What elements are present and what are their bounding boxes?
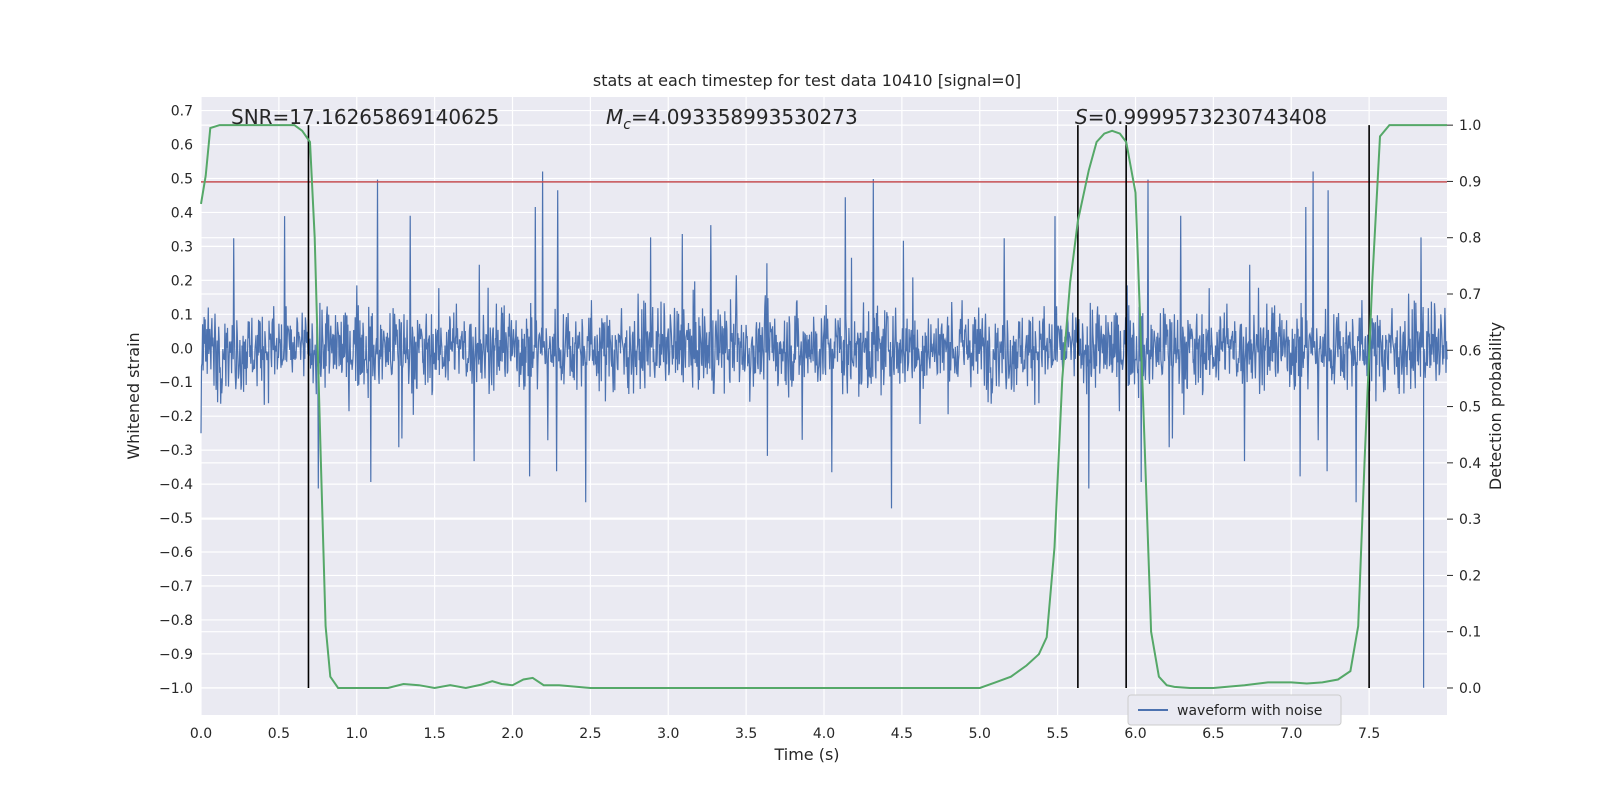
y-left-tick-label: −0.6 <box>159 545 193 561</box>
legend-box <box>1127 694 1342 726</box>
x-tick-label: 0.5 <box>268 726 290 742</box>
y-right-tick-label: 0.7 <box>1459 287 1481 303</box>
y-left-tick-label: 0.4 <box>171 205 193 221</box>
waveform-series <box>200 171 1448 688</box>
x-tick-label: 6.5 <box>1202 726 1224 742</box>
x-tick-label: 3.5 <box>735 726 757 742</box>
x-tick-label: 7.0 <box>1280 726 1302 742</box>
x-tick-label: 2.0 <box>501 726 523 742</box>
y-left-tick-label: 0.7 <box>171 104 193 120</box>
y-right-tick-label: 0.4 <box>1459 456 1481 472</box>
x-tick-label: 1.0 <box>346 726 368 742</box>
x-tick-label: 4.0 <box>813 726 835 742</box>
y-left-tick-label: 0.2 <box>171 273 193 289</box>
x-tick-label: 1.5 <box>423 726 445 742</box>
y-left-tick-label: −1.0 <box>159 681 193 697</box>
y-left-tick-label: 0.5 <box>171 171 193 187</box>
waveform-line <box>200 171 1448 688</box>
s-value: =0.9999573230743408 <box>1088 105 1327 129</box>
y-right-tick-label: 0.5 <box>1459 400 1481 416</box>
probability-series <box>200 124 1447 690</box>
x-tick-label: 0.0 <box>190 726 212 742</box>
y-left-tick-label: −0.9 <box>159 647 193 663</box>
x-tick-label: 3.0 <box>657 726 679 742</box>
y-right-tick-label: 0.2 <box>1459 568 1481 584</box>
y-right-ticks: 1.0 0.9 0.8 0.7 0.6 0.5 0.4 0.3 0.2 0.1 0.0 <box>1447 118 1481 697</box>
legend-label: waveform with noise <box>1177 703 1322 719</box>
s-annotation: S=0.9999573230743408 <box>1075 105 1327 129</box>
y-left-tick-label: −0.4 <box>159 477 193 493</box>
y-left-tick-label: −0.7 <box>159 579 193 595</box>
y-right-tick-label: 0.1 <box>1459 625 1481 641</box>
y-right-axis-label: Detection probability <box>1486 322 1505 490</box>
y-right-tick-label: 0.8 <box>1459 231 1481 247</box>
y-right-tick-label: 0.6 <box>1459 343 1481 359</box>
y-left-axis-label: Whitened strain <box>124 332 143 459</box>
chirp-mass-annotation: Mc=4.093358993530273 <box>606 105 858 133</box>
y-left-tick-label: 0.6 <box>171 138 193 154</box>
snr-annotation: SNR=17.16265869140625 <box>231 105 499 129</box>
mc-value: =4.093358993530273 <box>631 105 858 129</box>
y-right-tick-label: 0.0 <box>1459 681 1481 697</box>
y-left-tick-label: 0.1 <box>171 307 193 323</box>
x-tick-label: 7.5 <box>1358 726 1380 742</box>
x-axis-label: Time (s) <box>773 745 839 764</box>
y-left-tick-label: 0.0 <box>171 341 193 357</box>
mc-symbol: M <box>606 105 623 129</box>
y-left-tick-label: 0.3 <box>171 239 193 255</box>
y-right-tick-label: 0.9 <box>1459 174 1481 190</box>
y-right-tick-label: 1.0 <box>1459 118 1481 134</box>
y-left-tick-label: −0.5 <box>159 511 193 527</box>
x-tick-label: 5.5 <box>1046 726 1068 742</box>
x-tick-label: 5.0 <box>969 726 991 742</box>
chart-title: stats at each timestep for test data 104… <box>593 71 1021 90</box>
probability-line <box>200 124 1447 690</box>
legend: waveform with noise <box>1127 694 1342 726</box>
x-tick-label: 2.5 <box>579 726 601 742</box>
y-left-tick-label: −0.1 <box>159 375 193 391</box>
x-tick-label: 4.5 <box>891 726 913 742</box>
y-right-tick-label: 0.3 <box>1459 512 1481 528</box>
x-ticks: 0.0 0.5 1.0 1.5 2.0 2.5 3.0 3.5 4.0 4.5 5.0 5.5 6.0 6… <box>190 726 1380 742</box>
mc-subscript: c <box>623 117 631 133</box>
s-symbol: S <box>1075 105 1088 129</box>
y-left-ticks: 0.7 0.6 0.5 0.4 0.3 0.2 0.1 0.0 −0.1 −0.2 −0.3 −0.4… <box>159 104 193 697</box>
x-tick-label: 6.0 <box>1124 726 1146 742</box>
y-left-tick-label: −0.3 <box>159 443 193 459</box>
y-left-tick-label: −0.8 <box>159 613 193 629</box>
y-left-tick-label: −0.2 <box>159 409 193 425</box>
